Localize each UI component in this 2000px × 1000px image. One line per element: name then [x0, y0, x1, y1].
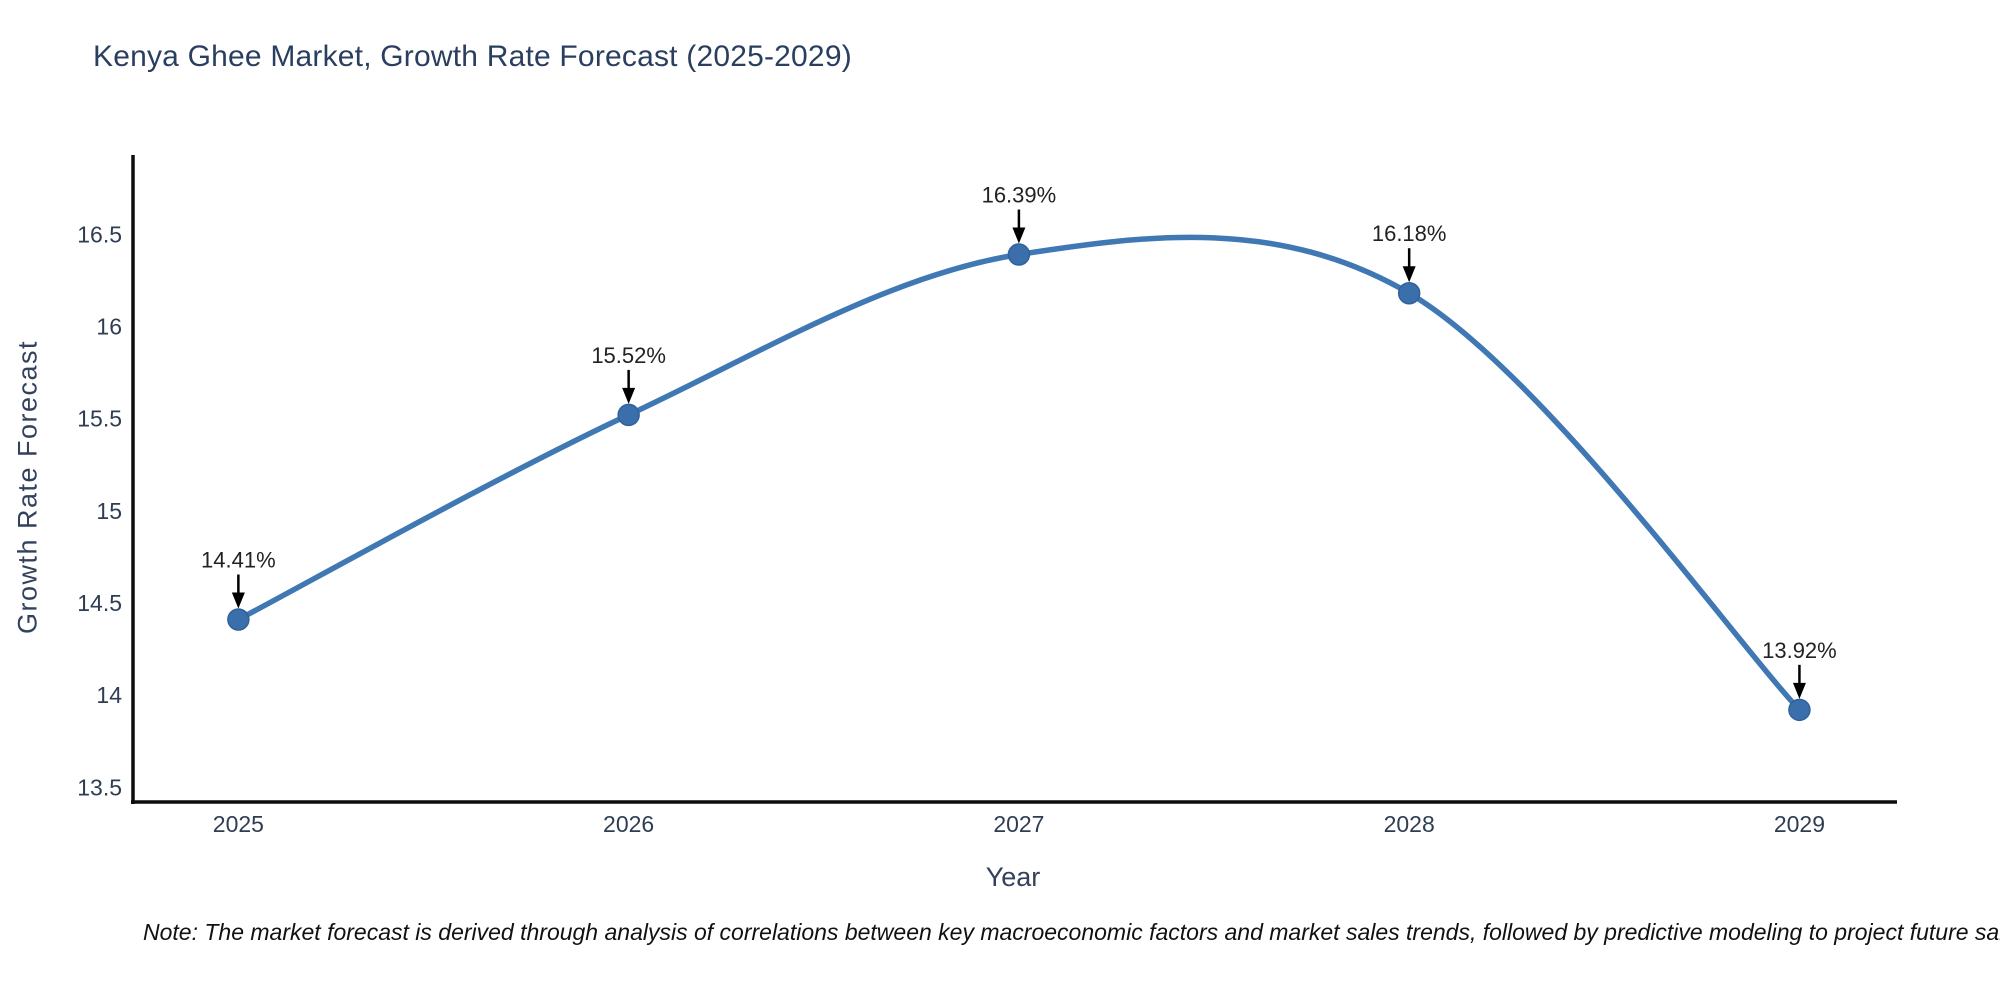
y-tick-label: 13.5	[77, 774, 122, 800]
y-tick-label: 15	[96, 498, 122, 524]
x-tick-label: 2026	[603, 811, 654, 837]
data-point-label: 14.41%	[201, 548, 276, 573]
x-tick-label: 2027	[993, 811, 1044, 837]
x-tick-label: 2028	[1384, 811, 1435, 837]
x-axis-title: Year	[985, 862, 1041, 892]
annotation-arrow-head	[622, 387, 636, 404]
footnote: Note: The market forecast is derived thr…	[143, 919, 2000, 945]
trend-line	[235, 234, 1803, 713]
y-tick-label: 15.5	[77, 406, 122, 432]
annotation-arrow-head	[1012, 227, 1026, 244]
data-point-label: 16.18%	[1372, 221, 1447, 246]
annotation-arrow-head	[231, 592, 245, 609]
annotation-arrow-head	[1402, 266, 1416, 283]
data-point-label: 13.92%	[1762, 638, 1837, 663]
y-tick-label: 14	[96, 682, 122, 708]
data-point-label: 16.39%	[982, 183, 1057, 208]
data-point-label: 15.52%	[591, 343, 666, 368]
y-tick-label: 14.5	[77, 590, 122, 616]
data-point-marker	[1007, 243, 1031, 266]
chart-title: Kenya Ghee Market, Growth Rate Forecast …	[93, 40, 852, 73]
x-tick-label: 2029	[1774, 811, 1825, 837]
y-tick-label: 16.5	[77, 221, 122, 247]
x-tick-label: 2025	[213, 811, 264, 837]
data-point-marker	[227, 608, 250, 631]
data-point-marker	[1397, 281, 1421, 305]
data-point-marker	[617, 403, 640, 427]
data-point-marker	[1788, 698, 1811, 722]
y-tick-label: 16	[96, 313, 122, 339]
annotation-arrow-head	[1792, 682, 1806, 699]
